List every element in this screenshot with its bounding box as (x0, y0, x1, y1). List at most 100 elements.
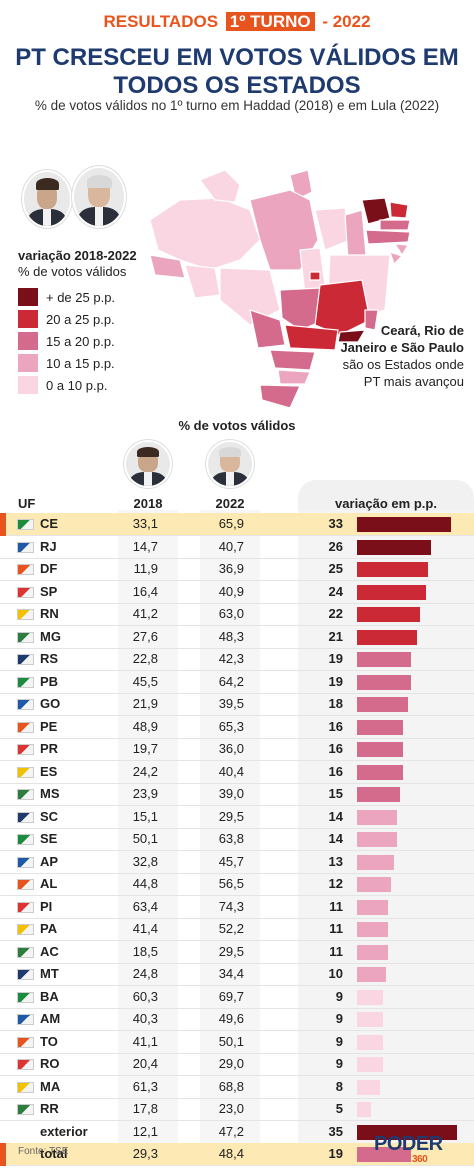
value-2018: 61,3 (132, 1078, 158, 1094)
state-flag-icon (17, 609, 34, 620)
haddad-photo (22, 170, 72, 228)
row-divider (0, 535, 474, 536)
variation-value: 21 (328, 628, 343, 644)
variation-bar (357, 652, 411, 667)
variation-value: 13 (328, 853, 343, 869)
value-2018: 60,3 (132, 988, 158, 1004)
variation-value: 35 (328, 1123, 343, 1139)
state-flag-icon (17, 519, 34, 530)
value-2022: 23,0 (218, 1101, 244, 1116)
variation-value: 18 (328, 696, 343, 711)
variation-value: 19 (328, 651, 343, 666)
title-line-1: PT CRESCEU EM VOTOS VÁLIDOS EM (15, 44, 459, 71)
uf-label: SE (40, 831, 58, 846)
row-divider (0, 782, 474, 784)
value-2022: 68,8 (218, 1078, 244, 1094)
map-state-am (149, 197, 261, 271)
row-divider (0, 692, 474, 694)
value-2022: 29,5 (218, 808, 244, 824)
row-divider (0, 1120, 474, 1121)
legend-item: + de 25 p.p. (18, 288, 115, 306)
page-subtitle: % de votos válidos no 1º turno em Haddad… (34, 98, 440, 113)
value-2018: 22,8 (132, 651, 158, 666)
value-2018: 12,1 (132, 1123, 158, 1139)
value-2018: 44,8 (132, 876, 158, 891)
map-state-rr (199, 169, 241, 203)
value-2018: 18,5 (132, 943, 158, 959)
value-2022: 29,0 (218, 1056, 244, 1071)
variation-bar (357, 629, 417, 645)
uf-label: AP (40, 853, 59, 869)
kicker-left: RESULTADOS (103, 12, 219, 31)
map-state-pr (269, 349, 316, 371)
column-bg-2022 (200, 510, 260, 1144)
state-flag-icon (17, 721, 34, 733)
column-header-2018: 2018 (133, 496, 163, 511)
variation-value: 11 (329, 898, 343, 914)
value-2018: 14,7 (132, 538, 158, 554)
row-divider (0, 962, 474, 964)
column-header-variation: variação em p.p. (335, 496, 437, 511)
map-state-pb (379, 219, 411, 231)
kicker-box: 1º TURNO (225, 12, 315, 31)
state-flag-icon (17, 744, 34, 755)
state-flag-icon (17, 924, 34, 935)
value-2018: 40,3 (132, 1011, 158, 1026)
variation-value: 11 (329, 921, 343, 936)
state-flag-icon (17, 586, 34, 598)
value-2018: 21,9 (132, 696, 158, 711)
value-2022: 52,2 (218, 921, 244, 936)
state-flag-icon (17, 1081, 34, 1093)
variation-value: 5 (335, 1101, 343, 1116)
variation-value: 22 (328, 606, 343, 621)
legend-subtitle: % de votos válidos (18, 264, 127, 279)
variation-bar (357, 742, 403, 757)
value-2022: 74,3 (218, 898, 244, 914)
variation-value: 9 (335, 1033, 343, 1049)
value-2018: 16,4 (132, 583, 158, 599)
value-2018: 48,9 (132, 718, 158, 734)
state-flag-icon (17, 654, 34, 665)
map-state-ro (184, 264, 221, 299)
variation-bar (357, 1012, 383, 1027)
uf-label: RJ (40, 538, 57, 554)
uf-label: total (40, 1146, 68, 1161)
uf-label: AC (40, 943, 59, 959)
lula-photo-small (206, 440, 254, 488)
variation-value: 9 (335, 988, 343, 1004)
map-state-ac (149, 254, 186, 279)
value-2018: 17,8 (132, 1101, 158, 1116)
variation-bar (357, 967, 386, 982)
map-state-go (279, 287, 326, 331)
variation-value: 8 (335, 1078, 343, 1094)
table-row: RS 22,8 42,3 19 (0, 648, 474, 671)
variation-bar (357, 1034, 383, 1050)
value-2018: 23,9 (132, 786, 158, 801)
table-row: GO 21,9 39,5 18 (0, 693, 474, 716)
value-2022: 36,9 (218, 561, 244, 576)
variation-bar (357, 944, 388, 960)
value-2022: 49,6 (218, 1011, 244, 1026)
table-row: total 29,3 48,4 19 (0, 1143, 474, 1166)
variation-bar (357, 1057, 383, 1072)
variation-bar (357, 832, 397, 847)
value-2018: 27,6 (132, 628, 158, 644)
value-2022: 40,7 (218, 538, 244, 554)
legend-swatch (18, 310, 38, 328)
row-divider (0, 1052, 474, 1054)
haddad-photo-small (124, 440, 172, 488)
source: Fonte: TSE (18, 1146, 69, 1157)
title-line-2: TODOS OS ESTADOS (113, 72, 361, 99)
legend-swatch (18, 288, 38, 306)
map-state-rj (337, 329, 367, 343)
row-divider (0, 715, 474, 716)
row-divider (0, 580, 474, 581)
value-2022: 64,2 (218, 673, 244, 689)
variation-value: 15 (328, 786, 343, 801)
value-2018: 41,1 (132, 1033, 158, 1049)
value-2018: 24,8 (132, 966, 158, 981)
row-divider (0, 737, 474, 739)
highlight-marker (0, 513, 6, 536)
uf-label: MG (40, 628, 61, 644)
table-row: ES 24,2 40,4 16 (0, 761, 474, 784)
